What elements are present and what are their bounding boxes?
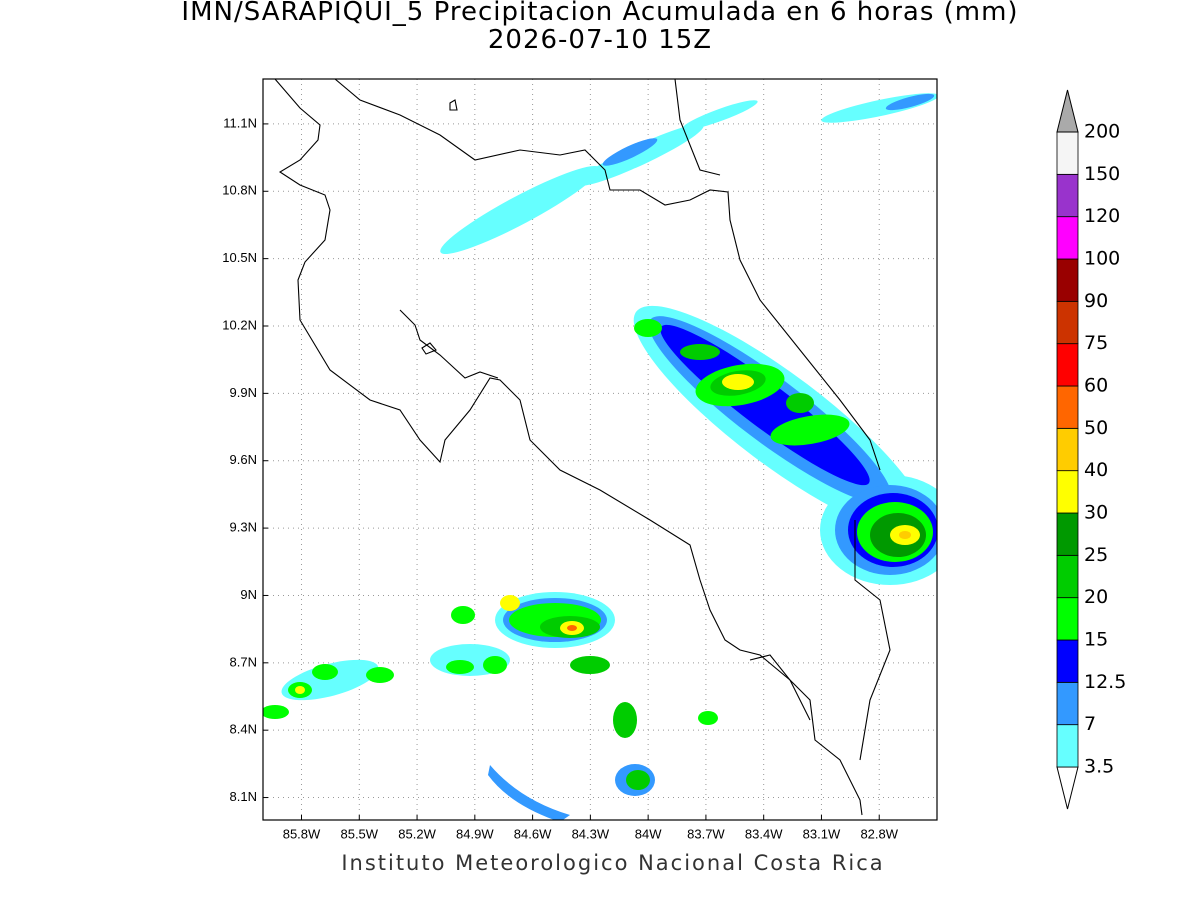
y-tick-label: 10.2N: [222, 317, 257, 332]
colorbar-segment: [1056, 131, 1079, 175]
ticks: 85.8W 85.5W 85.2W 84.9W 84.6W 84.3W 84W 83.7W 83…: [222, 115, 898, 841]
x-tick-label: 83.7W: [687, 826, 725, 841]
y-tick-label: 11.1N: [223, 115, 257, 130]
colorbar-triangle-low: [1056, 766, 1079, 810]
colorbar-segment: [1056, 554, 1079, 599]
x-tick-label: 85.8W: [283, 826, 321, 841]
colorbar-segment: [1056, 724, 1079, 768]
x-tick-label: 84.6W: [514, 826, 552, 841]
colorbar-label: 150: [1084, 163, 1120, 185]
colorbar-segment: [1056, 639, 1079, 683]
x-tick-label: 85.5W: [340, 826, 378, 841]
colorbar: 3.5 7 12.5 15 20 25 30 40 50 60 75 90 100 120 150 200: [1056, 89, 1126, 810]
subtitle: 2026-07-10 15Z: [488, 25, 712, 55]
colorbar-label: 30: [1084, 502, 1108, 524]
x-tick-label: 84.9W: [456, 826, 494, 841]
map-frame: [262, 78, 938, 821]
colorbar-segment: [1056, 597, 1079, 641]
colorbar-segment: [1056, 681, 1079, 726]
x-tick-label: 85.2W: [398, 826, 436, 841]
rain-north: [440, 93, 937, 255]
rain-south: [263, 592, 718, 820]
colorbar-segment: [1056, 343, 1079, 387]
title: IMN/SARAPIQUI_5 Precipitacion Acumulada …: [181, 0, 1018, 27]
rain-east: [633, 305, 937, 585]
y-tick-label: 9N: [240, 587, 257, 602]
x-tick-label: 83.4W: [745, 826, 783, 841]
y-tick-label: 10.5N: [222, 250, 257, 265]
colorbar-label: 25: [1084, 544, 1108, 566]
colorbar-label: 7: [1084, 713, 1096, 735]
colorbar-segment: [1056, 470, 1079, 514]
coastlines: [274, 79, 891, 816]
colorbar-segment: [1056, 512, 1079, 556]
colorbar-segment: [1056, 216, 1079, 260]
colorbar-label: 12.5: [1084, 671, 1126, 693]
x-tick-label: 83.1W: [803, 826, 841, 841]
colorbar-label: 90: [1084, 290, 1108, 312]
colorbar-label: 50: [1084, 417, 1108, 439]
y-tick-label: 9.3N: [230, 520, 257, 535]
colorbar-segment: [1056, 385, 1079, 429]
colorbar-label: 60: [1084, 375, 1108, 397]
y-tick-label: 10.8N: [222, 183, 257, 198]
footer: Instituto Meteorologico Nacional Costa R…: [341, 851, 884, 875]
y-tick-label: 8.4N: [230, 722, 257, 737]
y-tick-label: 8.7N: [230, 654, 257, 669]
colorbar-segment: [1056, 300, 1079, 345]
colorbar-label: 75: [1084, 332, 1108, 354]
colorbar-triangle-high: [1056, 89, 1079, 133]
y-tick-label: 8.1N: [230, 789, 257, 804]
colorbar-label: 100: [1084, 248, 1120, 270]
colorbar-label: 40: [1084, 459, 1108, 481]
x-tick-label: 82.8W: [860, 826, 898, 841]
x-tick-label: 84W: [635, 826, 662, 841]
colorbar-label: 15: [1084, 629, 1108, 651]
colorbar-label: 3.5: [1084, 756, 1114, 778]
colorbar-label: 20: [1084, 586, 1108, 608]
precipitation: [263, 93, 937, 820]
colorbar-segment: [1056, 427, 1079, 472]
colorbar-label: 120: [1084, 205, 1120, 227]
colorbar-segment: [1056, 173, 1079, 218]
y-tick-label: 9.6N: [230, 452, 257, 467]
colorbar-segment: [1056, 258, 1079, 302]
y-tick-label: 9.9N: [230, 385, 257, 400]
x-tick-label: 84.3W: [572, 826, 610, 841]
colorbar-label: 200: [1084, 121, 1120, 143]
